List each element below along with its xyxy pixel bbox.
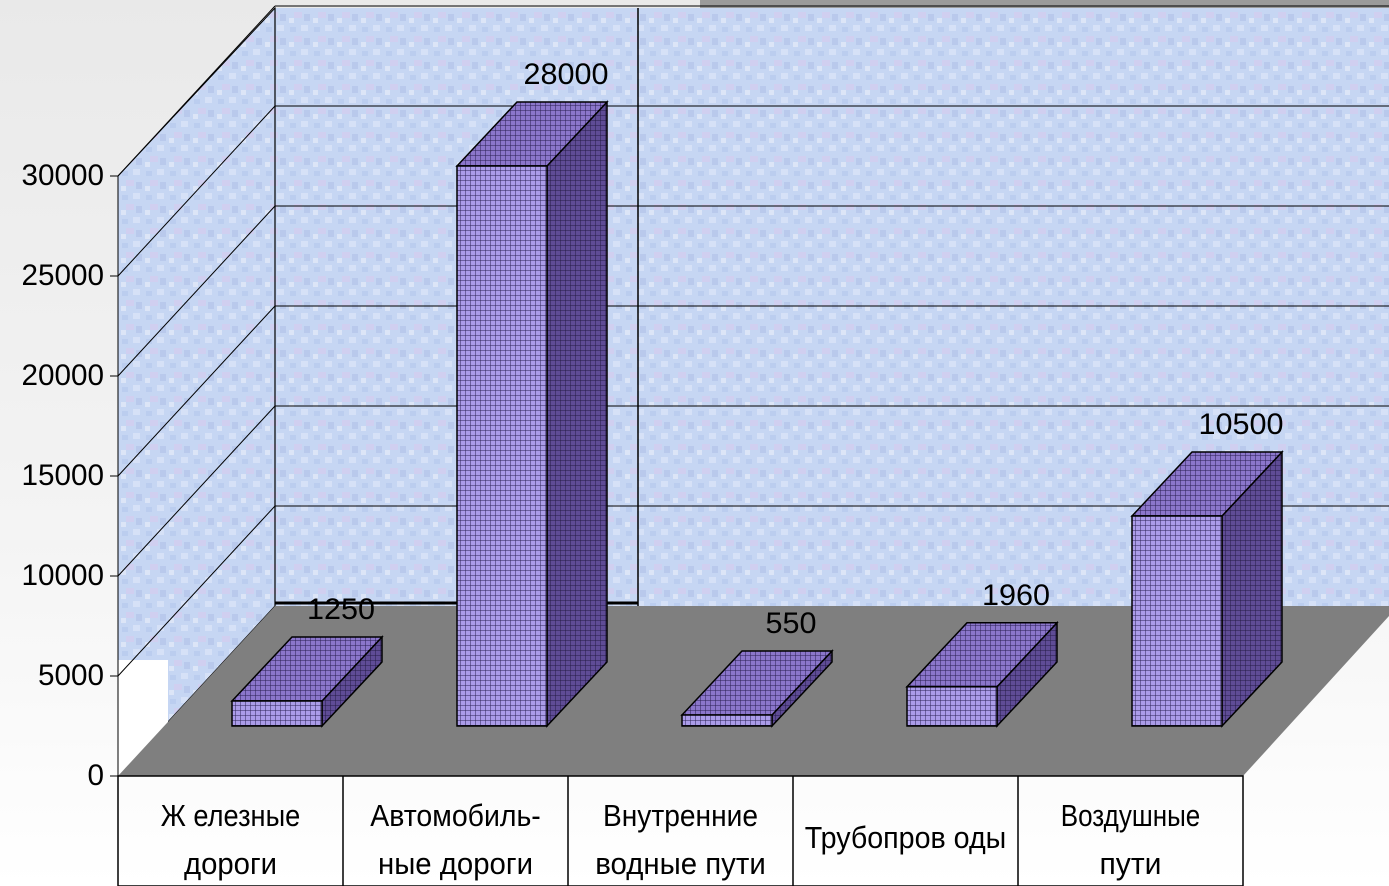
data-label: 1960: [982, 579, 1050, 612]
category-label: Ж елезные: [161, 798, 301, 833]
category-label: Внутренние: [603, 798, 758, 833]
bar-front-face: [1131, 515, 1223, 727]
bar-front-face: [456, 165, 548, 727]
y-axis-ticks: 0 5000 10000 15000 20000 25000 30000: [22, 159, 118, 792]
category-label: ные дороги: [378, 846, 533, 881]
bar: [455, 100, 609, 728]
y-tick-label: 20000: [22, 359, 105, 392]
top-band: [700, 0, 1389, 8]
y-tick-label: 15000: [22, 459, 105, 492]
data-label: 550: [766, 607, 817, 640]
y-tick-label: 0: [88, 759, 105, 792]
category-label: Трубопров оды: [805, 820, 1007, 855]
bar-front-face: [231, 700, 323, 727]
data-label: 28000: [524, 58, 609, 91]
bar: [230, 635, 384, 728]
y-tick-label: 5000: [38, 659, 104, 692]
y-tick-label: 25000: [22, 259, 105, 292]
category-label: дороги: [184, 846, 277, 881]
category-label: водные пути: [595, 846, 766, 881]
bar: [680, 649, 834, 728]
category-label: Автомобиль-: [370, 798, 541, 833]
bar: [1130, 450, 1284, 728]
bar-front-face: [906, 686, 998, 727]
data-label: 10500: [1199, 408, 1284, 441]
data-label: 1250: [307, 593, 375, 626]
bar-front-face: [681, 714, 773, 727]
bar: [905, 620, 1059, 728]
y-tick-label: 10000: [22, 559, 105, 592]
category-label: пути: [1100, 846, 1162, 881]
y-tick-label: 30000: [22, 159, 105, 192]
data-labels: 1250 28000 550 1960 10500: [307, 58, 1284, 640]
bars: [230, 100, 1284, 728]
category-label: Воздушные: [1061, 798, 1201, 833]
bar-side-face: [546, 100, 608, 728]
category-table: Ж елезные дороги Автомобиль-ные дороги Внут…: [117, 775, 1244, 886]
